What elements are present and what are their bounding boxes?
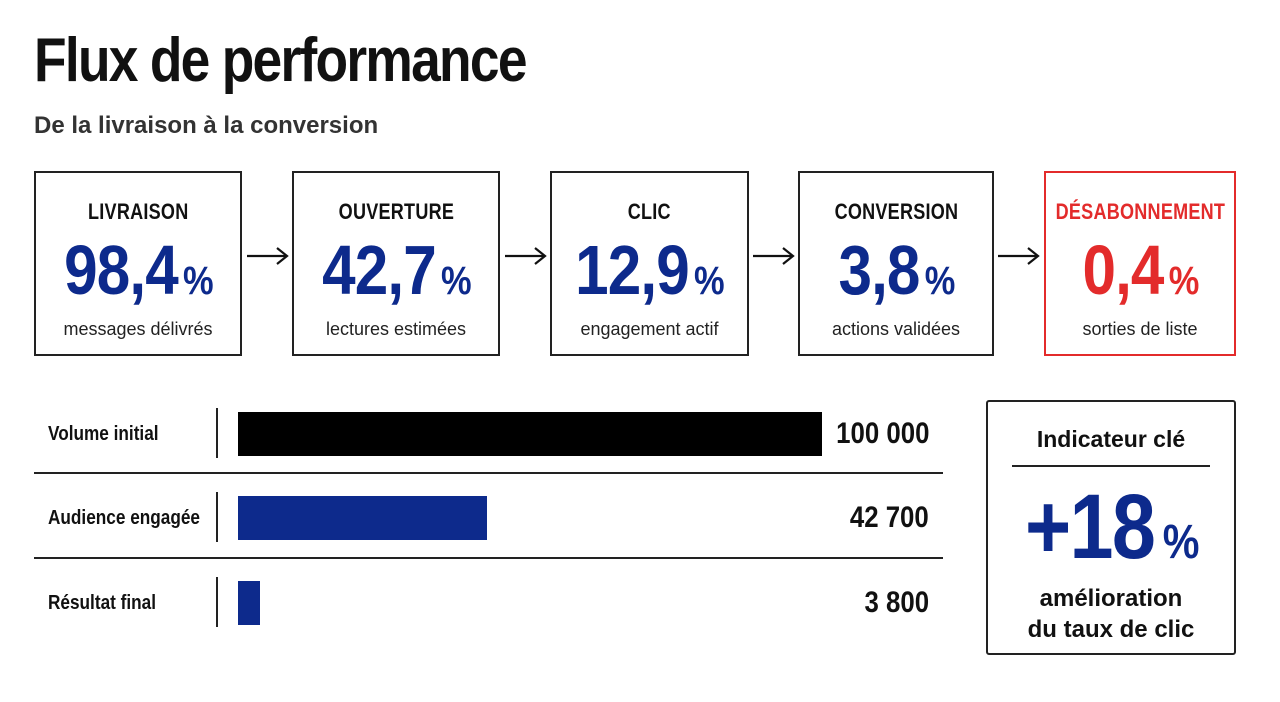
chart-category-label: Résultat final bbox=[48, 591, 156, 614]
arrow-right-icon bbox=[247, 247, 289, 265]
key-indicator-value: +18% bbox=[1024, 476, 1199, 578]
page-subtitle: De la livraison à la conversion bbox=[34, 112, 379, 139]
funnel-card-ouverture: OUVERTURE 42,7% lectures estimées bbox=[292, 171, 500, 356]
funnel-card-caption: actions validées bbox=[831, 319, 961, 339]
chart-bar bbox=[238, 581, 261, 625]
funnel-card-caption: engagement actif bbox=[580, 319, 719, 339]
funnel-card-caption: sorties de liste bbox=[1082, 319, 1198, 339]
chart-row: Volume initial 100 000 bbox=[34, 392, 943, 476]
key-indicator-title: Indicateur clé bbox=[1036, 426, 1186, 452]
funnel-card-livraison: LIVRAISON 98,4% messages délivrés bbox=[34, 171, 242, 356]
key-indicator-divider bbox=[1012, 465, 1210, 467]
chart-value-label: 100 000 bbox=[835, 417, 929, 450]
chart-row: Audience engagée 42 700 bbox=[34, 476, 943, 560]
key-indicator-card: Indicateur clé +18% amélioration du taux… bbox=[986, 400, 1236, 655]
funnel-card-label: CONVERSION bbox=[834, 199, 958, 224]
funnel-card-clic: CLIC 12,9% engagement actif bbox=[550, 171, 749, 356]
chart-category-label: Volume initial bbox=[48, 422, 159, 445]
row-separator bbox=[34, 557, 943, 559]
funnel-card-conversion: CONVERSION 3,8% actions validées bbox=[798, 171, 994, 356]
chart-category-label: Audience engagée bbox=[48, 506, 200, 529]
row-separator bbox=[34, 472, 943, 474]
arrow-right-icon bbox=[753, 247, 795, 265]
funnel-card-value: 42,7% bbox=[321, 231, 471, 309]
funnel-card-value: 98,4% bbox=[63, 231, 213, 309]
arrow-right-icon bbox=[505, 247, 547, 265]
row-divider bbox=[216, 577, 218, 627]
page-title: Flux de performance bbox=[34, 26, 527, 95]
funnel-card-caption: lectures estimées bbox=[325, 319, 467, 339]
chart-value-label: 3 800 bbox=[864, 586, 929, 619]
arrow-right-icon bbox=[998, 247, 1040, 265]
chart-bar bbox=[238, 412, 822, 456]
chart-row: Résultat final 3 800 bbox=[34, 561, 943, 645]
funnel-card-value: 3,8% bbox=[837, 231, 955, 309]
funnel-card-label: CLIC bbox=[627, 199, 672, 224]
key-indicator-caption: amélioration du taux de clic bbox=[1027, 585, 1195, 644]
row-divider bbox=[216, 492, 218, 542]
funnel-card-caption: messages délivrés bbox=[63, 319, 213, 339]
funnel-card-value: 0,4% bbox=[1081, 231, 1199, 309]
funnel-card-label: LIVRAISON bbox=[87, 199, 189, 224]
funnel-card-value: 12,9% bbox=[575, 231, 724, 309]
chart-value-label: 42 700 bbox=[850, 501, 929, 534]
chart-bar bbox=[238, 496, 488, 540]
row-divider bbox=[216, 408, 218, 458]
funnel-card-label: DÉSABONNEMENT bbox=[1055, 199, 1225, 224]
funnel-card-desabonnement: DÉSABONNEMENT 0,4% sorties de liste bbox=[1044, 171, 1236, 356]
funnel-card-label: OUVERTURE bbox=[338, 199, 454, 224]
